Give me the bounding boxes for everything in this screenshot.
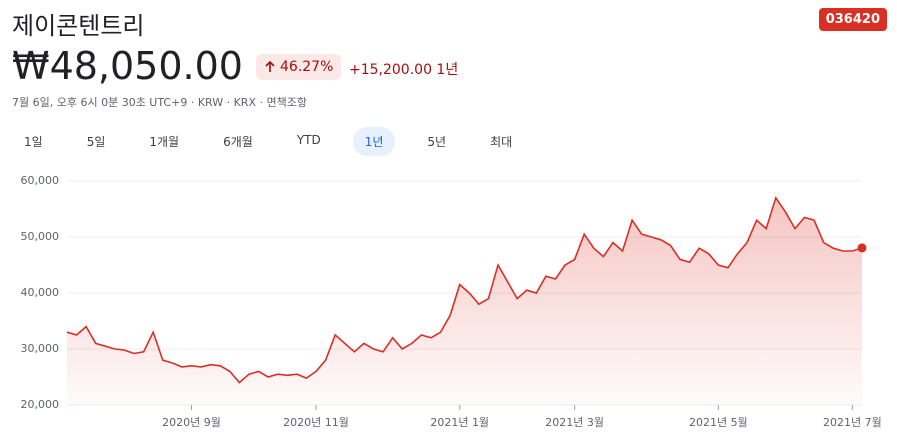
y-tick-label: 30,000 (21, 342, 60, 355)
change-amount: +15,200.00 1년 (349, 62, 459, 78)
range-button[interactable]: 5일 (86, 135, 106, 149)
change-pill: 46.27% (256, 54, 342, 80)
y-tick-label: 60,000 (21, 174, 60, 187)
x-tick-label: 2020년 9월 (162, 416, 221, 429)
y-tick-label: 50,000 (21, 230, 60, 243)
stock-name: 제이콘텐트리 (12, 12, 145, 40)
change-percent: 46.27% (280, 59, 334, 75)
y-tick-label: 20,000 (21, 398, 60, 411)
last-point (857, 243, 867, 253)
x-tick-label: 2021년 5월 (689, 416, 748, 429)
range-button[interactable]: 6개월 (223, 135, 253, 149)
range-button[interactable]: 1개월 (149, 135, 180, 149)
x-tick-label: 2020년 11월 (283, 416, 349, 429)
price: ₩48,050.00 (12, 44, 243, 88)
range-button[interactable]: 5년 (427, 135, 447, 149)
x-tick-label: 2021년 1월 (430, 416, 489, 429)
area (67, 197, 862, 405)
info-line: 7월 6일, 오후 6시 0분 30초 UTC+9 · KRW · KRX · … (12, 96, 307, 109)
price-line (66, 195, 863, 384)
ticker-badge: 036420 (818, 8, 887, 31)
range-button[interactable]: YTD (296, 133, 321, 147)
x-tick-label: 2021년 3월 (545, 416, 604, 429)
range-button[interactable]: 최대 (490, 135, 513, 149)
range-button[interactable]: 1일 (24, 135, 43, 149)
y-tick-label: 40,000 (21, 286, 60, 299)
range-selector: 1일 5일 1개월 6개월 YTD 1년 5년 최대 (12, 127, 544, 156)
up-arrow (265, 61, 275, 72)
range-button[interactable]: 1년 (352, 127, 396, 156)
x-tick-label: 2021년 7월 (823, 416, 882, 429)
